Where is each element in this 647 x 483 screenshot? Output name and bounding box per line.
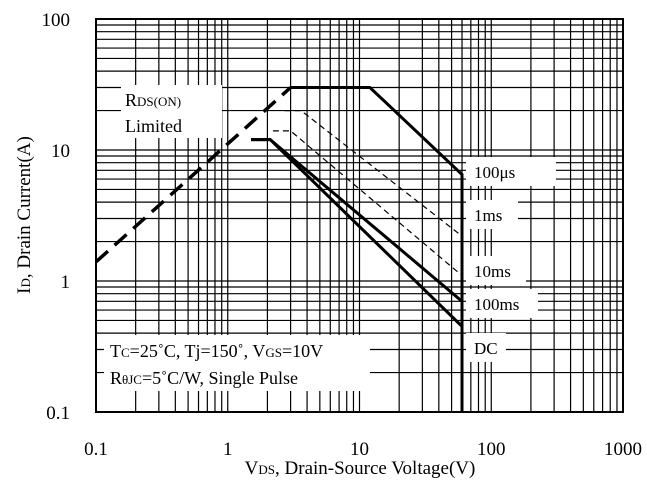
label-box-10ms: [466, 256, 526, 285]
conditions-line-2: RθJC=5˚C/W, Single Pulse: [110, 368, 298, 388]
series-label-10ms: 10ms: [474, 262, 511, 281]
rds-limit-label: RDS(ON): [125, 90, 181, 110]
conditions-box: [104, 335, 370, 391]
label-box-dc: [466, 333, 506, 362]
y-tick-label: 1: [61, 272, 71, 293]
x-tick-labels: 0.1 1 10 100 1000: [84, 439, 642, 460]
label-box-1ms: [466, 200, 518, 229]
series-label-dc: DC: [474, 339, 498, 358]
label-box-100ms: [466, 289, 538, 318]
rds-limit-label-line2: Limited: [125, 116, 182, 136]
series-label-100ms: 100ms: [474, 295, 519, 314]
x-tick-label: 10: [350, 439, 369, 460]
y-tick-label: 100: [42, 10, 71, 31]
series-label-100us: 100μs: [474, 163, 515, 182]
x-axis-title: VDS, Drain-Source Voltage(V): [245, 458, 476, 479]
x-tick-label: 0.1: [84, 439, 108, 460]
series-label-1ms: 1ms: [474, 206, 502, 225]
rds-on-limit-line: [94, 86, 292, 264]
y-axis-title: ID, Drain Current(A): [14, 136, 35, 294]
plot-frame: [95, 18, 624, 413]
x-tick-label: 1000: [604, 439, 642, 460]
y-tick-label: 0.1: [46, 403, 70, 424]
x-tick-label: 100: [477, 439, 506, 460]
label-box-100us: [466, 157, 556, 186]
series-line-100us: [290, 86, 464, 412]
conditions-line-1: TC=25˚C, Tj=150˚, VGS=10V: [110, 341, 323, 361]
x-tick-label: 1: [223, 439, 233, 460]
rds-limit-label-box: [121, 85, 222, 138]
series-line-dc: [251, 138, 464, 412]
series-lines: [251, 86, 464, 412]
rds-on-limit-line: [94, 86, 292, 264]
y-tick-labels: 100 10 1 0.1: [42, 10, 71, 424]
y-tick-label: 10: [51, 141, 70, 162]
